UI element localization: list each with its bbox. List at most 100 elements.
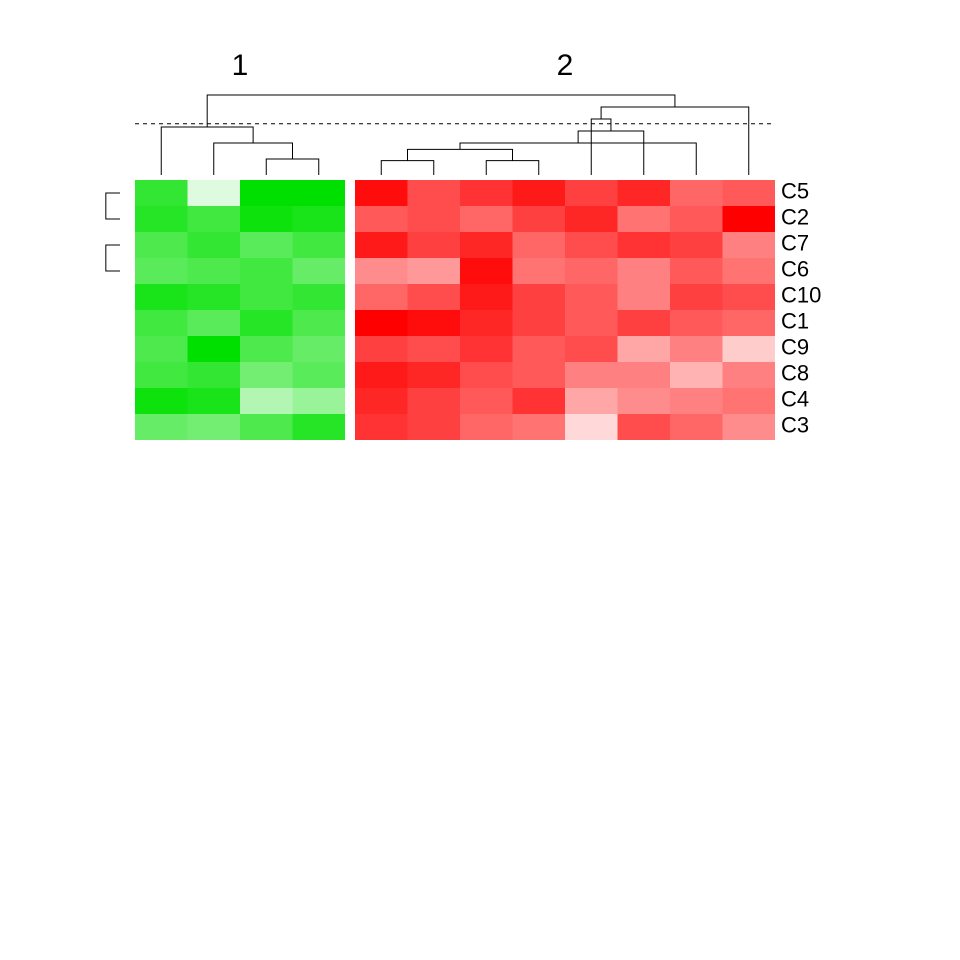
rnorm-cell <box>670 336 723 362</box>
rnorm-cell <box>293 232 346 258</box>
rnorm-cell <box>723 284 776 310</box>
col-dendro-line <box>578 131 644 175</box>
col-dendro-line <box>601 107 749 175</box>
rnorm-cell <box>670 414 723 440</box>
rnorm-cell <box>408 284 461 310</box>
rnorm-row-label: C10 <box>781 283 821 308</box>
rnorm-cell <box>460 336 513 362</box>
rnorm-cell <box>135 180 188 206</box>
col-dendro-line <box>161 127 253 175</box>
rnorm-cell <box>293 388 346 414</box>
rnorm-cell <box>618 362 671 388</box>
rnorm-cell <box>565 310 618 336</box>
rnorm-cell <box>240 362 293 388</box>
rnorm-cell <box>135 310 188 336</box>
rnorm-cell <box>513 310 566 336</box>
rnorm-cell <box>565 336 618 362</box>
rnorm-cell <box>240 180 293 206</box>
row-dendro-line <box>106 193 120 219</box>
rnorm-cell <box>670 206 723 232</box>
rnorm-cell <box>618 284 671 310</box>
rnorm-cell <box>188 180 241 206</box>
rnorm-row-label: C5 <box>781 179 809 204</box>
col-dendro-line <box>408 149 513 160</box>
rnorm-row-label: C9 <box>781 335 809 360</box>
rnorm-cell <box>723 336 776 362</box>
rnorm-cell <box>460 232 513 258</box>
rnorm-cell <box>188 232 241 258</box>
rnorm-cell <box>565 258 618 284</box>
col-dendro-line <box>591 119 611 175</box>
rnorm-cell <box>188 414 241 440</box>
rnorm-cell <box>670 284 723 310</box>
rnorm-cell <box>460 258 513 284</box>
rnorm-cell <box>240 284 293 310</box>
rnorm-cell <box>188 388 241 414</box>
rnorm-cell <box>670 388 723 414</box>
rnorm-cell <box>240 232 293 258</box>
rnorm-cell <box>618 180 671 206</box>
rnorm-row-label: C6 <box>781 257 809 282</box>
col-dendro-top <box>207 95 675 127</box>
rnorm-cell <box>670 310 723 336</box>
rnorm-cell <box>135 206 188 232</box>
rnorm-cell <box>723 258 776 284</box>
rnorm-cell <box>355 362 408 388</box>
rnorm-cell <box>670 362 723 388</box>
rnorm-cell <box>408 232 461 258</box>
col-dendro-line <box>460 143 696 175</box>
rnorm-row-label: C2 <box>781 205 809 230</box>
rnorm-cell <box>513 258 566 284</box>
rnorm-cell <box>135 336 188 362</box>
rnorm-cell <box>293 336 346 362</box>
rnorm-cell <box>293 414 346 440</box>
rnorm-cell <box>723 206 776 232</box>
cluster-label-1: 1 <box>232 49 249 82</box>
rnorm-cell <box>355 206 408 232</box>
rnorm-cell <box>408 206 461 232</box>
col-dendro-line <box>266 159 319 175</box>
rnorm-cell <box>460 388 513 414</box>
rnorm-cell <box>565 180 618 206</box>
rnorm-cell <box>408 388 461 414</box>
rnorm-cell <box>355 310 408 336</box>
rnorm-cell <box>723 362 776 388</box>
rnorm-cell <box>723 414 776 440</box>
rnorm-cell <box>408 180 461 206</box>
rnorm-cell <box>408 362 461 388</box>
rnorm-cell <box>618 336 671 362</box>
rnorm-cell <box>618 310 671 336</box>
rnorm-cell <box>723 388 776 414</box>
rnorm-cell <box>460 310 513 336</box>
rnorm-cell <box>460 284 513 310</box>
rnorm-cell <box>240 206 293 232</box>
rnorm-cell <box>670 258 723 284</box>
rnorm-cell <box>513 388 566 414</box>
rnorm-cell <box>188 336 241 362</box>
rnorm-cell <box>293 284 346 310</box>
rnorm-cell <box>565 362 618 388</box>
rnorm-cell <box>188 362 241 388</box>
rnorm-cell <box>408 258 461 284</box>
col-dendro-line <box>381 161 434 175</box>
row-dendro-line <box>106 245 120 271</box>
rnorm-cell <box>513 180 566 206</box>
rnorm-cell <box>293 206 346 232</box>
rnorm-cell <box>240 388 293 414</box>
rnorm-cell <box>293 310 346 336</box>
rnorm-cell <box>188 206 241 232</box>
rnorm-cell <box>135 258 188 284</box>
rnorm-row-label: C1 <box>781 309 809 334</box>
rnorm-cell <box>135 232 188 258</box>
rnorm-row-label: C4 <box>781 387 809 412</box>
rnorm-cell <box>293 258 346 284</box>
rnorm-cell <box>355 388 408 414</box>
rnorm-cell <box>135 388 188 414</box>
rnorm-cell <box>355 232 408 258</box>
rnorm-cell <box>188 284 241 310</box>
rnorm-cell <box>460 180 513 206</box>
rnorm-cell <box>460 362 513 388</box>
rnorm-cell <box>135 414 188 440</box>
rnorm-cell <box>565 232 618 258</box>
rnorm-cell <box>618 414 671 440</box>
